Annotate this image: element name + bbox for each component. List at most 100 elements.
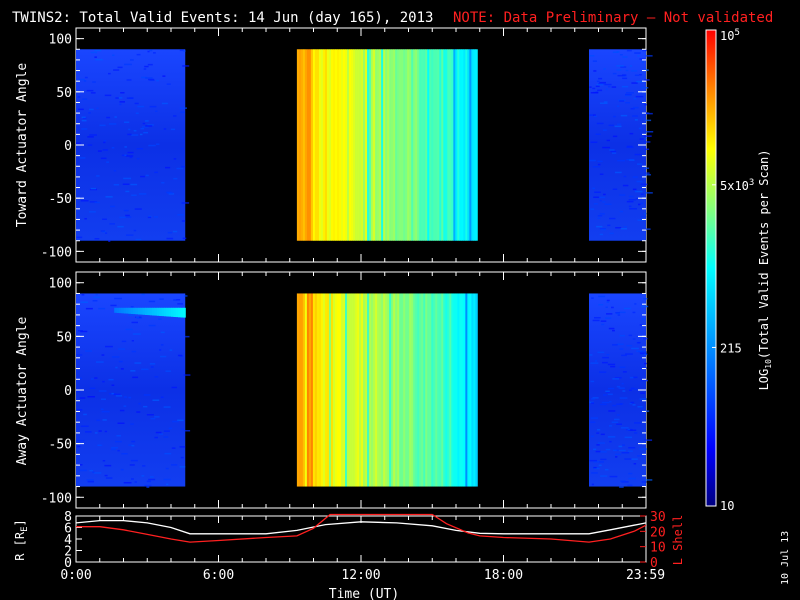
heat-cell bbox=[363, 293, 366, 487]
heat-cell bbox=[351, 293, 354, 487]
heat-cell bbox=[108, 378, 114, 381]
heat-cell bbox=[639, 138, 644, 140]
heat-cell bbox=[147, 63, 153, 66]
heat-segment bbox=[76, 293, 186, 487]
heat-cell bbox=[163, 430, 170, 432]
heat-cell bbox=[86, 89, 94, 92]
heat-cell bbox=[381, 293, 384, 487]
heat-cell bbox=[607, 436, 616, 438]
heat-cell bbox=[180, 111, 185, 113]
heat-cell bbox=[90, 51, 98, 54]
heat-cell bbox=[369, 49, 372, 241]
heat-cell bbox=[79, 157, 86, 159]
heat-cell bbox=[622, 390, 626, 392]
heat-cell bbox=[87, 396, 95, 398]
heat-cell bbox=[614, 418, 620, 421]
heat-cell bbox=[138, 193, 147, 195]
heat-cell bbox=[334, 293, 338, 487]
heat-cell bbox=[590, 435, 594, 438]
heat-cell bbox=[172, 230, 178, 233]
heat-cell bbox=[619, 210, 624, 213]
heat-cell bbox=[475, 293, 478, 487]
heatmap-panel-away: 100 50 0 -50 -100 bbox=[41, 271, 653, 509]
heat-cell bbox=[437, 49, 440, 241]
heat-cell bbox=[371, 49, 374, 241]
heat-cell bbox=[105, 196, 113, 198]
heat-cell bbox=[112, 393, 121, 396]
heat-cell bbox=[143, 131, 148, 134]
heat-cell bbox=[341, 49, 344, 241]
heat-cell bbox=[123, 482, 132, 484]
heat-cell bbox=[148, 144, 156, 147]
heat-cell bbox=[639, 324, 643, 326]
heat-cell bbox=[104, 474, 108, 477]
heat-cell bbox=[83, 413, 87, 416]
heat-cell bbox=[171, 386, 177, 389]
heat-cell bbox=[324, 49, 328, 241]
heat-cell bbox=[76, 142, 81, 144]
heat-cell bbox=[129, 464, 135, 466]
heat-cell bbox=[168, 193, 175, 195]
heat-cell bbox=[160, 396, 164, 398]
heat-cell bbox=[637, 163, 642, 165]
heat-cell bbox=[116, 435, 121, 437]
heat-cell bbox=[619, 54, 623, 56]
heat-cell bbox=[123, 209, 129, 212]
heat-cell bbox=[353, 49, 356, 241]
heat-cell bbox=[124, 121, 130, 123]
heat-cell bbox=[641, 305, 649, 308]
heat-cell bbox=[599, 371, 607, 373]
heat-cell bbox=[102, 460, 106, 462]
heat-cell bbox=[619, 311, 626, 314]
heat-cell bbox=[359, 49, 362, 241]
heat-cell bbox=[437, 293, 440, 487]
heat-cell bbox=[102, 380, 105, 383]
ytick-label: 0 bbox=[64, 139, 72, 154]
heat-cell bbox=[98, 307, 106, 310]
ylabel-r-main: R [R bbox=[13, 531, 27, 561]
heat-cell bbox=[447, 293, 450, 487]
heat-cell bbox=[130, 370, 136, 372]
heat-cell bbox=[83, 117, 87, 119]
heat-cell bbox=[143, 394, 151, 396]
colorbar-label-sub: 10 bbox=[764, 359, 773, 369]
heat-cell bbox=[98, 390, 107, 392]
heat-cell bbox=[616, 312, 620, 315]
heat-cell bbox=[124, 63, 132, 66]
heat-cell bbox=[140, 133, 143, 136]
heat-cell bbox=[83, 80, 87, 82]
heat-cell bbox=[626, 344, 633, 347]
heat-cell bbox=[126, 97, 134, 99]
heat-cell bbox=[116, 307, 120, 313]
heat-cell bbox=[130, 59, 134, 61]
heat-cell bbox=[369, 293, 372, 487]
heat-cell bbox=[590, 380, 595, 383]
heat-cell bbox=[593, 196, 600, 198]
heat-cell bbox=[629, 389, 632, 391]
heat-cell bbox=[106, 116, 111, 119]
heat-cell bbox=[144, 120, 149, 122]
heat-cell bbox=[612, 135, 618, 138]
heat-cell bbox=[100, 408, 104, 410]
heat-cell bbox=[609, 401, 612, 403]
ytick-label: 0 bbox=[64, 556, 72, 571]
heat-cell bbox=[397, 49, 400, 241]
heat-cell bbox=[606, 139, 610, 142]
heat-cell bbox=[383, 293, 386, 487]
heat-cell bbox=[640, 87, 649, 89]
heat-cell bbox=[590, 141, 598, 143]
heat-cell bbox=[603, 193, 606, 196]
heat-cell bbox=[606, 313, 613, 315]
heat-cell bbox=[644, 172, 650, 174]
heat-cell bbox=[636, 80, 644, 83]
heat-cell bbox=[375, 293, 378, 487]
heat-cell bbox=[594, 191, 601, 193]
heat-cell bbox=[177, 303, 183, 305]
heat-cell bbox=[423, 49, 426, 241]
heat-cell bbox=[439, 293, 442, 487]
heat-cell bbox=[141, 126, 149, 128]
heat-cell bbox=[101, 354, 105, 356]
heat-cell bbox=[345, 293, 348, 487]
heat-cell bbox=[94, 201, 100, 204]
heat-cell bbox=[111, 448, 116, 451]
